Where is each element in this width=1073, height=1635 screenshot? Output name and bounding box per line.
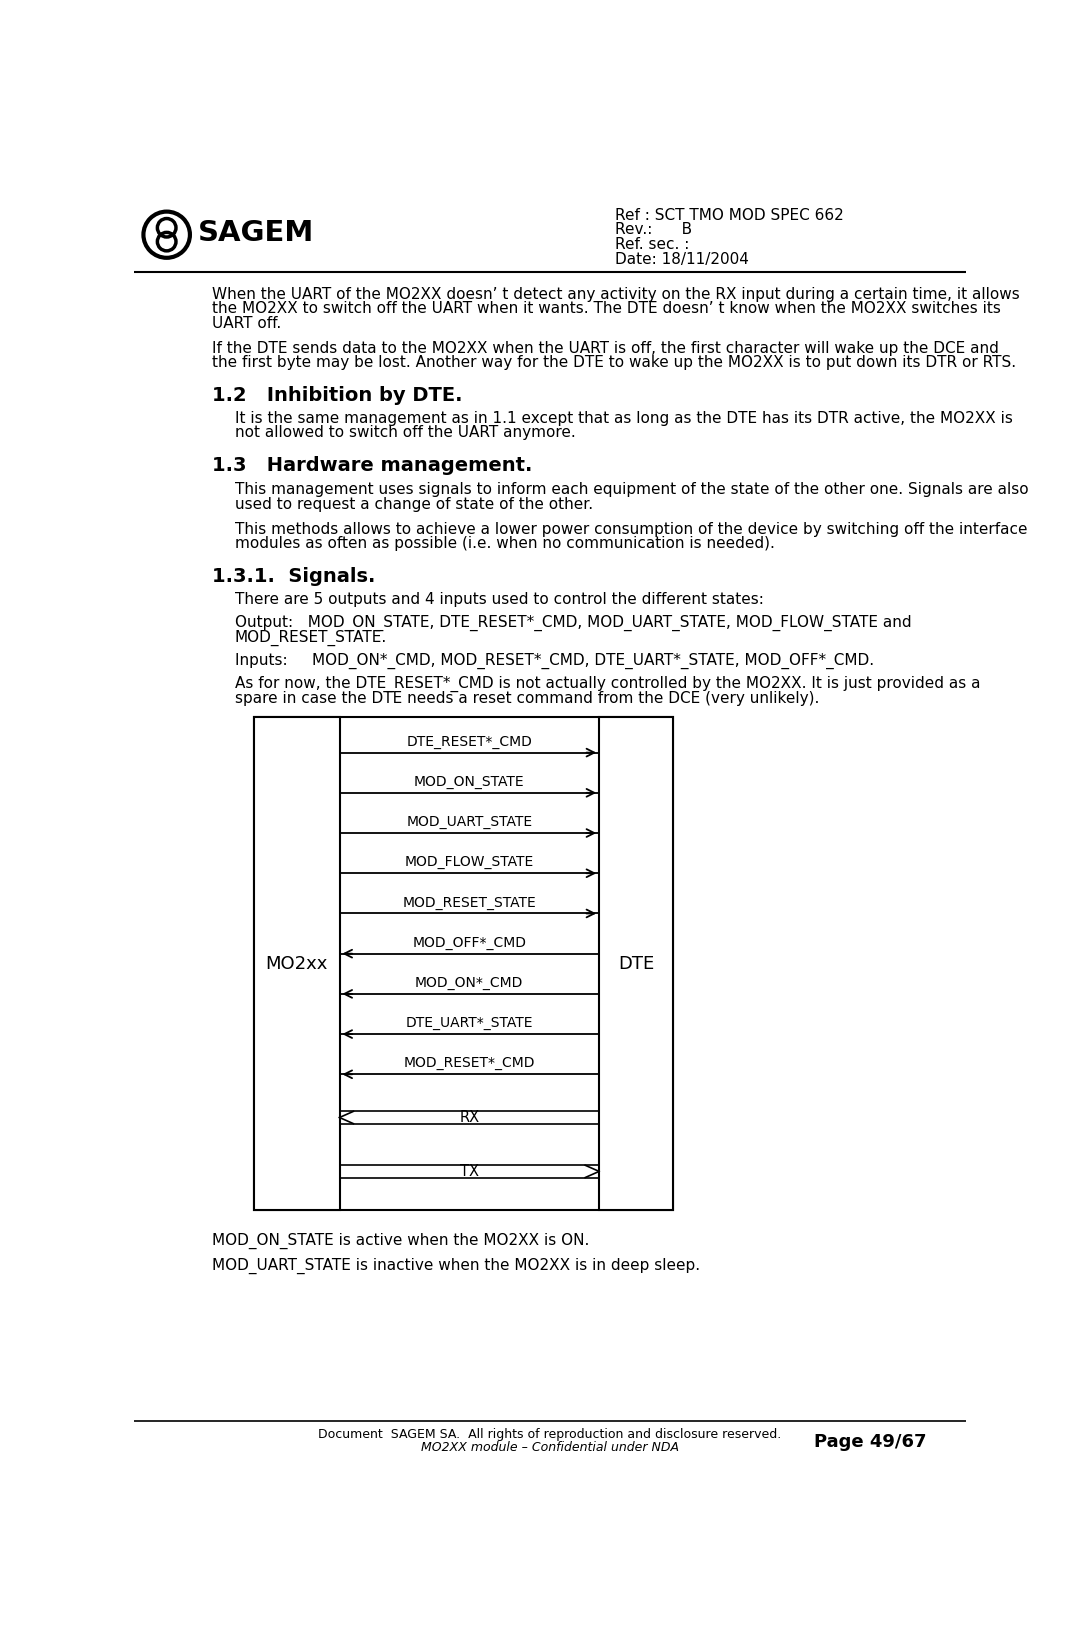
Text: MOD_ON_STATE is active when the MO2XX is ON.: MOD_ON_STATE is active when the MO2XX is… xyxy=(211,1233,589,1249)
Text: the MO2XX to switch off the UART when it wants. The DTE doesn’ t know when the M: the MO2XX to switch off the UART when it… xyxy=(211,301,1000,316)
Text: SAGEM: SAGEM xyxy=(197,219,314,247)
Text: There are 5 outputs and 4 inputs used to control the different states:: There are 5 outputs and 4 inputs used to… xyxy=(235,592,764,607)
Text: Page 49/67: Page 49/67 xyxy=(814,1432,927,1450)
Text: This management uses signals to inform each equipment of the state of the other : This management uses signals to inform e… xyxy=(235,482,1029,497)
Text: Inputs:     MOD_ON*_CMD, MOD_RESET*_CMD, DTE_UART*_STATE, MOD_OFF*_CMD.: Inputs: MOD_ON*_CMD, MOD_RESET*_CMD, DTE… xyxy=(235,652,874,669)
Text: MOD_ON_STATE: MOD_ON_STATE xyxy=(414,775,525,790)
Text: not allowed to switch off the UART anymore.: not allowed to switch off the UART anymo… xyxy=(235,425,575,440)
Text: Document  SAGEM SA.  All rights of reproduction and disclosure reserved.: Document SAGEM SA. All rights of reprodu… xyxy=(318,1429,781,1440)
Text: MOD_RESET_STATE.: MOD_RESET_STATE. xyxy=(235,629,387,646)
Text: Ref. sec. :: Ref. sec. : xyxy=(615,237,689,252)
Text: As for now, the DTE_RESET*_CMD is not actually controlled by the MO2XX. It is ju: As for now, the DTE_RESET*_CMD is not ac… xyxy=(235,677,981,693)
Text: 1.2   Inhibition by DTE.: 1.2 Inhibition by DTE. xyxy=(211,386,462,405)
Bar xyxy=(599,718,673,1210)
Text: Output:   MOD_ON_STATE, DTE_RESET*_CMD, MOD_UART_STATE, MOD_FLOW_STATE and: Output: MOD_ON_STATE, DTE_RESET*_CMD, MO… xyxy=(235,615,911,631)
Text: MO2xx: MO2xx xyxy=(266,955,328,973)
Text: spare in case the DTE needs a reset command from the DCE (very unlikely).: spare in case the DTE needs a reset comm… xyxy=(235,690,820,706)
Text: MOD_UART_STATE: MOD_UART_STATE xyxy=(407,816,532,829)
Text: MOD_RESET_STATE: MOD_RESET_STATE xyxy=(402,896,536,909)
Bar xyxy=(254,718,339,1210)
Text: MOD_FLOW_STATE: MOD_FLOW_STATE xyxy=(405,855,534,870)
Text: It is the same management as in 1.1 except that as long as the DTE has its DTR a: It is the same management as in 1.1 exce… xyxy=(235,410,1013,425)
Text: UART off.: UART off. xyxy=(211,316,281,330)
Text: modules as often as possible (i.e. when no communication is needed).: modules as often as possible (i.e. when … xyxy=(235,536,775,551)
Text: This methods allows to achieve a lower power consumption of the device by switch: This methods allows to achieve a lower p… xyxy=(235,522,1027,536)
Text: used to request a change of state of the other.: used to request a change of state of the… xyxy=(235,497,593,512)
Text: RX: RX xyxy=(459,1110,480,1125)
Text: When the UART of the MO2XX doesn’ t detect any activity on the RX input during a: When the UART of the MO2XX doesn’ t dete… xyxy=(211,288,1019,302)
Text: Date: 18/11/2004: Date: 18/11/2004 xyxy=(615,252,749,267)
Bar xyxy=(254,718,673,1210)
Text: MOD_RESET*_CMD: MOD_RESET*_CMD xyxy=(403,1056,535,1071)
Text: Rev.:      B: Rev.: B xyxy=(615,222,692,237)
Text: If the DTE sends data to the MO2XX when the UART is off, the first character wil: If the DTE sends data to the MO2XX when … xyxy=(211,340,999,355)
Text: DTE_UART*_STATE: DTE_UART*_STATE xyxy=(406,1017,533,1030)
Text: MOD_ON*_CMD: MOD_ON*_CMD xyxy=(415,976,524,991)
Text: Ref : SCT TMO MOD SPEC 662: Ref : SCT TMO MOD SPEC 662 xyxy=(615,208,843,222)
Text: DTE_RESET*_CMD: DTE_RESET*_CMD xyxy=(407,734,532,749)
Text: MO2XX module – Confidential under NDA: MO2XX module – Confidential under NDA xyxy=(421,1440,678,1454)
Text: 1.3   Hardware management.: 1.3 Hardware management. xyxy=(211,456,532,476)
Text: MOD_UART_STATE is inactive when the MO2XX is in deep sleep.: MOD_UART_STATE is inactive when the MO2X… xyxy=(211,1257,700,1274)
Text: 1.3.1.  Signals.: 1.3.1. Signals. xyxy=(211,567,374,585)
Text: DTE: DTE xyxy=(618,955,655,973)
Text: the first byte may be lost. Another way for the DTE to wake up the MO2XX is to p: the first byte may be lost. Another way … xyxy=(211,355,1016,370)
Text: TX: TX xyxy=(460,1164,479,1179)
Text: MOD_OFF*_CMD: MOD_OFF*_CMD xyxy=(412,935,527,950)
